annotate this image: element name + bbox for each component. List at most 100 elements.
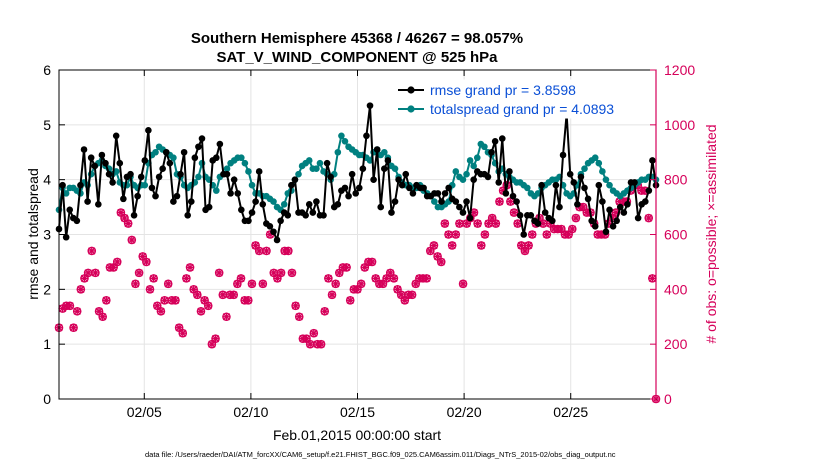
x-tick-label: 02/15 (340, 404, 375, 420)
rmse-point (109, 179, 116, 186)
spread-point (305, 157, 313, 164)
rmse-point (620, 209, 628, 216)
rmse-point (152, 192, 159, 200)
x-tick-label: 02/05 (127, 404, 162, 420)
obs-assimilated-point (357, 279, 366, 288)
obs-series (54, 180, 661, 404)
spread-point (245, 168, 252, 175)
legend-box (393, 79, 651, 119)
obs-assimilated-point (207, 340, 216, 349)
obs-assimilated-point (506, 197, 515, 206)
rmse-point (409, 190, 417, 197)
rmse-point (73, 217, 81, 225)
spread-point (270, 198, 277, 205)
rmse-point (363, 132, 370, 140)
rmse-point (291, 176, 299, 183)
rmse-point (406, 184, 413, 192)
rmse-point (584, 195, 592, 203)
obs-assimilated-point (222, 312, 231, 321)
spread-point (470, 162, 477, 170)
spread-point (591, 154, 599, 162)
rmse-point (606, 206, 613, 214)
rmse-point (195, 143, 202, 151)
obs-assimilated-point (408, 290, 417, 299)
obs-assimilated-point (186, 263, 195, 272)
spread-point (595, 159, 603, 167)
spread-point (238, 154, 245, 162)
rmse-point (273, 236, 281, 244)
obs-assimilated-point (360, 263, 369, 272)
rmse-point (238, 206, 245, 214)
rmse-point (309, 209, 317, 216)
obs-assimilated-point (517, 241, 526, 250)
spread-point (452, 168, 460, 175)
y-tick-label: 1 (43, 336, 51, 352)
rmse-point (559, 151, 567, 159)
rmse-point (227, 190, 234, 197)
line-series (55, 102, 660, 244)
rmse-point (463, 198, 470, 205)
rmse-point (259, 201, 267, 208)
rmse-point (191, 154, 199, 162)
rmse-point (313, 198, 320, 205)
obs-assimilated-point (171, 296, 180, 305)
rmse-point (341, 184, 349, 192)
obs-assimilated-point (459, 279, 468, 288)
rmse-point (59, 181, 66, 189)
rmse-point (62, 233, 70, 241)
chart-title-line-2: SAT_V_WIND_COMPONENT @ 525 hPa (216, 49, 498, 66)
spread-point (381, 148, 388, 156)
rmse-point (120, 195, 127, 203)
rmse-point (577, 173, 585, 181)
rmse-point (205, 203, 213, 211)
obs-assimilated-point (237, 274, 246, 283)
rmse-point (145, 127, 152, 134)
obs-assimilated-point (73, 307, 82, 316)
rmse-point (420, 184, 427, 192)
rmse-point (116, 159, 124, 167)
rmse-point (470, 176, 477, 183)
y-axis-right-label: # of obs: o=possible; ×=assimilated (703, 124, 719, 343)
rmse-point (516, 212, 524, 219)
rmse-point (198, 135, 206, 142)
rmse-point (602, 228, 610, 236)
rmse-point (155, 173, 163, 181)
obs-assimilated-point (448, 241, 457, 250)
obs-assimilated-point (102, 296, 111, 305)
obs-assimilated-point (142, 257, 151, 266)
obs-assimilated-point (393, 285, 402, 294)
rmse-point (488, 148, 495, 156)
obs-assimilated-point (331, 279, 340, 288)
rmse-point (334, 201, 342, 208)
y-tick-label: 6 (43, 62, 51, 78)
rmse-point (352, 190, 360, 197)
obs-assimilated-point (368, 257, 377, 266)
obs-assimilated-point (218, 290, 227, 299)
obs-assimilated-point (135, 268, 144, 277)
obs-assimilated-point (215, 268, 224, 277)
obs-assimilated-point (397, 290, 406, 299)
spread-point (316, 159, 324, 167)
rmse-point (320, 212, 327, 219)
obs-assimilated-point (324, 274, 333, 283)
rmse-point (641, 198, 649, 205)
spread-point (459, 176, 467, 183)
rmse-point (355, 184, 363, 192)
rmse-point (302, 212, 309, 219)
rmse-point (162, 148, 170, 156)
y-right-tick-label: 1200 (664, 62, 695, 78)
obs-assimilated-point (87, 246, 96, 255)
rmse-point (134, 192, 141, 200)
rmse-point (395, 176, 402, 183)
rmse-point (80, 146, 88, 153)
rmse-point (456, 203, 463, 211)
obs-assimilated-point (426, 246, 435, 255)
x-tick-label: 02/10 (233, 404, 268, 420)
rmse-point (370, 176, 377, 183)
rmse-point (591, 222, 599, 230)
obs-assimilated-point (229, 290, 238, 299)
rmse-point (112, 132, 120, 140)
rmse-point (384, 157, 392, 164)
obs-assimilated-point (342, 263, 351, 272)
rmse-point (391, 198, 399, 205)
